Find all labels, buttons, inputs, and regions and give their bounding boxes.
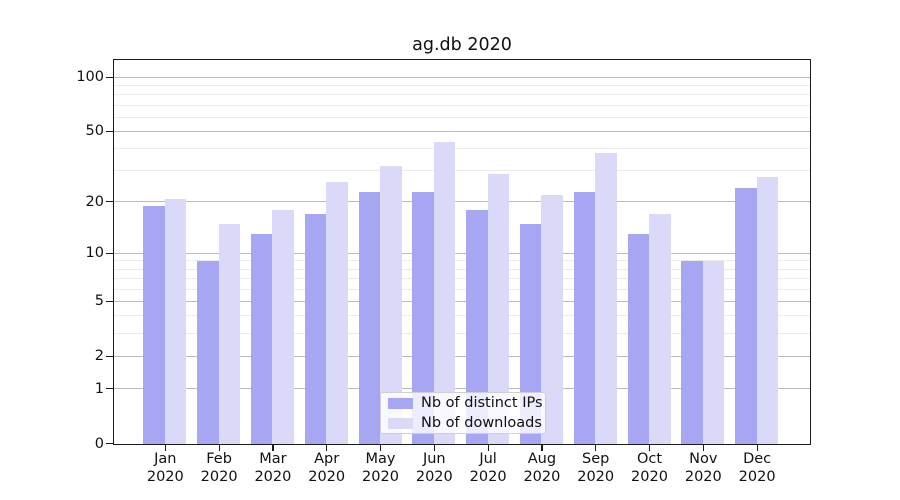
gridline-minor-30 — [114, 170, 810, 172]
bar-downloads-jul-2020 — [487, 173, 510, 444]
bar-downloads-aug-2020 — [541, 195, 563, 444]
x-tick-label-sep-2020: Sep 2020 — [577, 451, 615, 485]
gridline-minor-9 — [114, 260, 810, 262]
x-tick-mark-jun-2020 — [433, 445, 435, 451]
gridline-major-50 — [114, 130, 810, 132]
gridline-minor-6 — [114, 288, 810, 290]
gridline-minor-8 — [114, 268, 810, 270]
legend-label-downloads: Nb of downloads — [421, 415, 542, 431]
bar-downloads-feb-2020 — [218, 223, 241, 444]
x-tick-mark-nov-2020 — [702, 445, 704, 451]
legend-entry-downloads: Nb of downloads — [388, 415, 542, 431]
y-tick-label-2: 2 — [94, 348, 104, 365]
x-tick-label-apr-2020: Apr 2020 — [308, 451, 346, 485]
gridline-minor-3 — [114, 332, 810, 334]
bar-downloads-mar-2020 — [272, 210, 294, 444]
x-tick-label-jan-2020: Jan 2020 — [146, 451, 184, 485]
gridline-minor-7 — [114, 277, 810, 279]
y-tick-mark-20 — [106, 201, 113, 203]
bar-downloads-apr-2020 — [326, 182, 348, 444]
y-tick-label-10: 10 — [85, 245, 104, 262]
bar-distinct-ips-jan-2020 — [143, 206, 165, 444]
x-tick-mark-sep-2020 — [595, 445, 597, 451]
gridline-major-100 — [114, 76, 810, 78]
x-tick-mark-feb-2020 — [218, 445, 220, 451]
x-tick-label-nov-2020: Nov 2020 — [684, 451, 722, 485]
x-tick-mark-dec-2020 — [756, 445, 758, 451]
bar-distinct-ips-may-2020 — [358, 191, 380, 444]
bar-downloads-jan-2020 — [164, 198, 187, 444]
bar-downloads-dec-2020 — [756, 176, 779, 444]
gridline-minor-40 — [114, 148, 810, 150]
x-tick-label-aug-2020: Aug 2020 — [523, 451, 561, 485]
x-tick-mark-aug-2020 — [541, 445, 543, 451]
gridline-major-10 — [114, 252, 810, 254]
gridline-minor-70 — [114, 104, 810, 106]
bar-downloads-may-2020 — [380, 166, 402, 444]
y-tick-mark-100 — [106, 76, 113, 78]
bar-downloads-nov-2020 — [702, 261, 725, 444]
x-tick-label-jul-2020: Jul 2020 — [469, 451, 507, 485]
gridline-major-20 — [114, 201, 810, 203]
x-tick-mark-apr-2020 — [326, 445, 328, 451]
y-tick-mark-5 — [106, 300, 113, 302]
x-tick-mark-oct-2020 — [648, 445, 651, 451]
y-tick-label-50: 50 — [85, 123, 104, 140]
x-tick-mark-may-2020 — [379, 445, 382, 451]
y-tick-mark-50 — [106, 130, 113, 132]
y-tick-mark-10 — [106, 252, 113, 254]
y-tick-label-20: 20 — [85, 193, 104, 210]
plot-area — [113, 59, 811, 445]
x-tick-label-mar-2020: Mar 2020 — [254, 451, 292, 485]
bar-distinct-ips-apr-2020 — [304, 214, 327, 444]
y-tick-label-100: 100 — [76, 69, 104, 85]
bar-distinct-ips-jul-2020 — [466, 210, 488, 444]
y-tick-label-5: 5 — [94, 293, 104, 310]
bar-distinct-ips-sep-2020 — [573, 191, 596, 444]
bar-distinct-ips-mar-2020 — [250, 234, 273, 444]
bar-distinct-ips-feb-2020 — [197, 261, 219, 444]
x-tick-label-may-2020: May 2020 — [362, 451, 399, 485]
gridline-major-1 — [114, 388, 810, 389]
y-tick-mark-2 — [106, 355, 113, 357]
bar-downloads-jun-2020 — [433, 141, 456, 444]
x-tick-mark-jan-2020 — [164, 445, 166, 451]
legend-entry-distinct-ips: Nb of distinct IPs — [388, 395, 543, 411]
gridline-major-2 — [114, 355, 810, 357]
bar-distinct-ips-aug-2020 — [519, 223, 542, 444]
y-tick-label-1: 1 — [94, 380, 104, 397]
gridline-minor-60 — [114, 116, 810, 118]
x-tick-label-feb-2020: Feb 2020 — [200, 451, 238, 485]
x-tick-mark-mar-2020 — [272, 445, 274, 451]
x-tick-label-dec-2020: Dec 2020 — [738, 451, 776, 485]
gridline-major-5 — [114, 300, 810, 302]
x-tick-label-oct-2020: Oct 2020 — [631, 451, 668, 485]
legend: Nb of distinct IPs Nb of downloads — [380, 392, 546, 434]
chart-title: ag.db 2020 — [412, 35, 512, 55]
bar-distinct-ips-oct-2020 — [627, 234, 649, 444]
x-tick-label-jun-2020: Jun 2020 — [415, 451, 453, 485]
bar-downloads-sep-2020 — [595, 153, 617, 444]
bar-distinct-ips-nov-2020 — [681, 261, 703, 444]
gridline-minor-90 — [114, 84, 810, 86]
y-tick-mark-0 — [106, 443, 113, 445]
legend-swatch-distinct-ips — [388, 397, 413, 409]
gridline-minor-80 — [114, 94, 810, 95]
y-tick-mark-1 — [106, 388, 113, 390]
legend-label-distinct-ips: Nb of distinct IPs — [421, 395, 543, 411]
x-tick-mark-jul-2020 — [487, 445, 489, 451]
bar-downloads-oct-2020 — [649, 214, 671, 444]
y-tick-label-0: 0 — [94, 435, 104, 452]
gridline-minor-4 — [114, 315, 810, 317]
bar-distinct-ips-jun-2020 — [412, 191, 434, 444]
legend-swatch-downloads — [388, 417, 413, 429]
bar-distinct-ips-dec-2020 — [735, 188, 757, 444]
